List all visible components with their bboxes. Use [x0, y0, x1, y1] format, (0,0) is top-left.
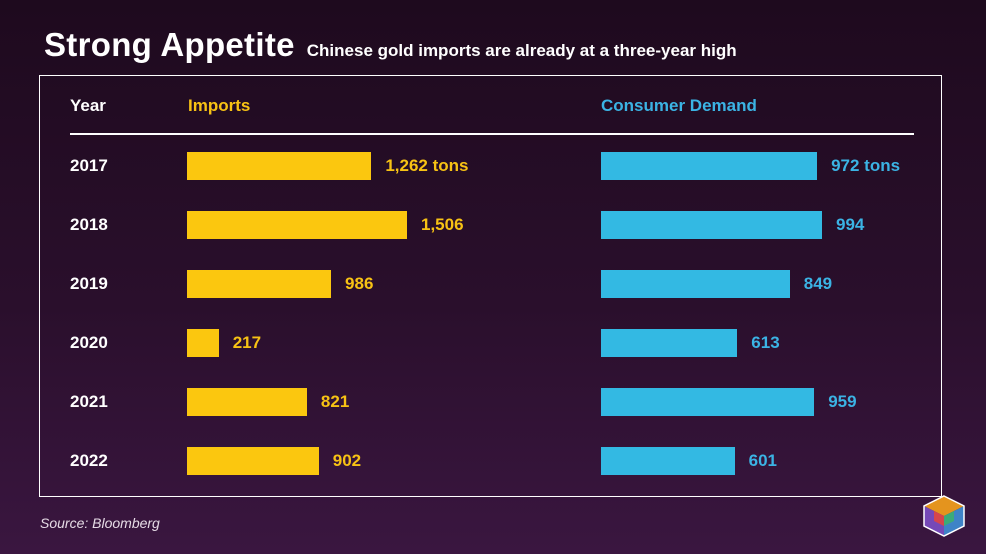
imports-bar-2018	[187, 211, 407, 239]
row-year-2017: 2017	[70, 156, 108, 175]
imports-bar-2017	[187, 152, 372, 180]
row-year-2020: 2020	[70, 333, 108, 352]
demand-bar-2019	[601, 270, 790, 298]
imports-bar-2021	[187, 388, 307, 416]
demand-value-2022: 601	[748, 451, 777, 470]
imports-value-2021: 821	[320, 392, 350, 411]
row-year-2018: 2018	[70, 215, 108, 234]
row-year-2022: 2022	[70, 451, 108, 470]
demand-value-2017: 972 tons	[831, 156, 901, 175]
demand-value-2018: 994	[836, 215, 865, 234]
demand-bar-2018	[601, 211, 822, 239]
imports-bar-2022	[187, 447, 319, 475]
source-note: Source: Bloomberg	[40, 515, 160, 531]
header-divider	[70, 133, 914, 135]
row-year-2021: 2021	[70, 392, 108, 411]
imports-value-2018: 1,506	[421, 215, 464, 234]
demand-bar-2020	[601, 329, 738, 357]
chart-title: Strong Appetite	[44, 26, 295, 63]
demand-value-2019: 849	[803, 274, 833, 293]
imports-value-2022: 902	[332, 451, 362, 470]
demand-bar-2022	[601, 447, 735, 475]
chart-subtitle: Chinese gold imports are already at a th…	[306, 41, 737, 60]
title-row: Strong Appetite Chinese gold imports are…	[44, 26, 737, 64]
demand-value-2020: 613	[751, 333, 780, 352]
imports-value-2019: 986	[345, 274, 374, 293]
demand-bar-2017	[601, 152, 818, 180]
row-year-2019: 2019	[70, 274, 108, 293]
demand-bar-2021	[601, 388, 815, 416]
cube-icon	[923, 495, 965, 537]
demand-value-2021: 959	[828, 392, 857, 411]
imports-bar-2019	[187, 270, 332, 298]
imports-value-2017: 1,262 tons	[385, 156, 469, 175]
imports-bar-2020	[187, 329, 219, 357]
chart-panel	[39, 75, 942, 497]
imports-value-2020: 217	[232, 333, 262, 352]
column-header-imports: Imports	[188, 96, 251, 115]
column-header-demand: Consumer Demand	[601, 96, 757, 115]
column-header-year: Year	[70, 96, 106, 115]
